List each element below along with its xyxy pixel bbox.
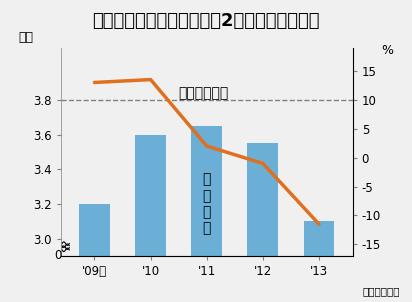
Y-axis label: 億台: 億台	[18, 31, 33, 43]
Text: パソコンの世界出荷台数は2年連続の前年割れ: パソコンの世界出荷台数は2年連続の前年割れ	[92, 12, 320, 30]
Text: 前年比増減率: 前年比増減率	[179, 86, 229, 100]
Text: 出
荷
台
数: 出 荷 台 数	[203, 172, 211, 235]
Bar	[191, 126, 222, 302]
Bar	[79, 204, 110, 302]
Text: （筆者推定）: （筆者推定）	[362, 286, 400, 296]
Text: 0: 0	[54, 249, 62, 262]
Bar	[248, 143, 279, 302]
Bar	[304, 221, 335, 302]
Y-axis label: %: %	[382, 43, 394, 57]
Bar	[135, 134, 166, 302]
